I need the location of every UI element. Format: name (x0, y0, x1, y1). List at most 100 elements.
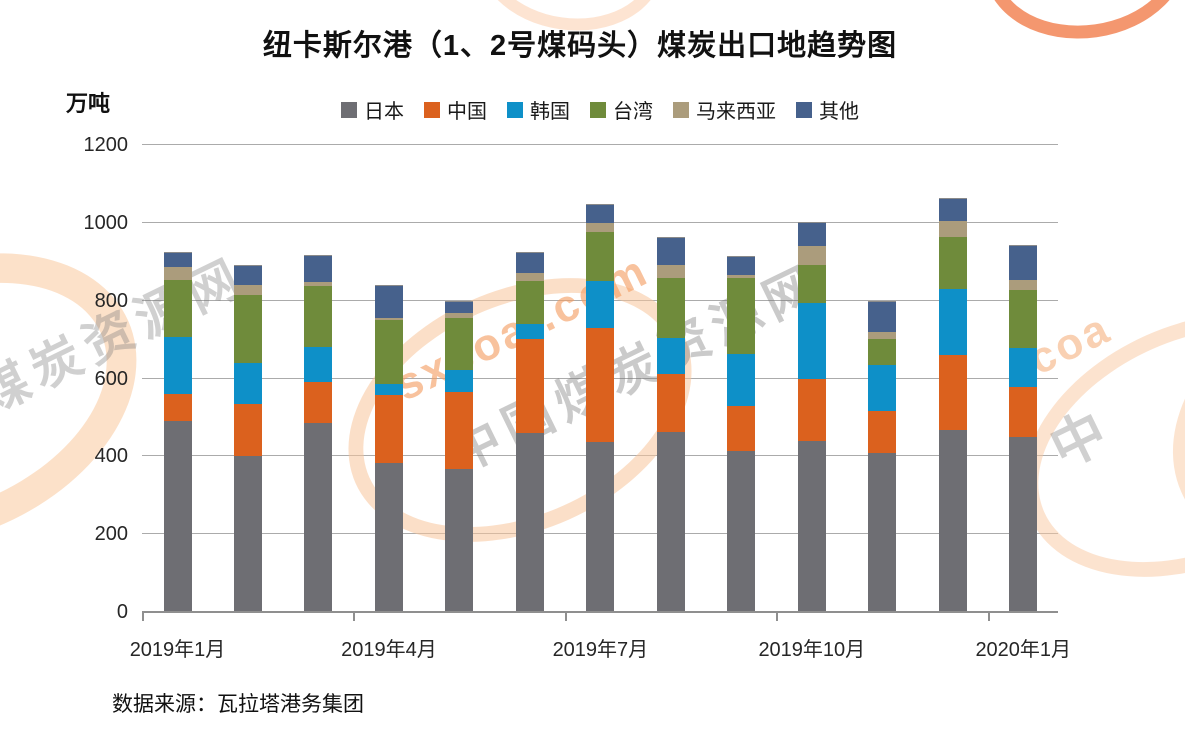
y-tick-label: 800 (94, 289, 128, 312)
gridline (142, 144, 1058, 145)
bar-segment-马来西亚 (656, 264, 685, 279)
bar-2019年11月 (868, 302, 897, 611)
bar-segment-中国 (586, 327, 615, 442)
bar-segment-日本 (727, 450, 756, 611)
bar-segment-韩国 (374, 383, 403, 395)
bar-segment-马来西亚 (797, 245, 826, 266)
bar-segment-其他 (656, 238, 685, 265)
plot-area (142, 144, 1058, 621)
bar-segment-韩国 (586, 280, 615, 328)
bar-2020年1月 (1009, 246, 1038, 611)
bar-2019年12月 (938, 199, 967, 612)
bar-segment-日本 (515, 433, 544, 611)
bar-segment-中国 (727, 405, 756, 451)
legend-label: 马来西亚 (696, 101, 776, 123)
bar-segment-马来西亚 (515, 272, 544, 281)
bar-segment-马来西亚 (1009, 279, 1038, 290)
y-tick-label: 600 (94, 367, 128, 390)
legend-label: 台湾 (613, 101, 653, 123)
bar-segment-其他 (868, 302, 897, 332)
bar-segment-马来西亚 (163, 267, 192, 280)
bar-segment-日本 (233, 455, 262, 611)
y-tick-label: 0 (116, 601, 128, 623)
bar-segment-韩国 (515, 323, 544, 339)
y-tick-label: 1000 (83, 211, 129, 234)
watermark-swoosh-far-right (1126, 214, 1185, 616)
bar-segment-台湾 (797, 265, 826, 303)
bar-segment-其他 (233, 266, 262, 286)
bar-segment-中国 (656, 373, 685, 433)
bar-2019年9月 (727, 257, 756, 611)
bar-segment-其他 (938, 199, 967, 222)
bar-2019年5月 (445, 302, 474, 611)
bar-segment-中国 (445, 392, 474, 469)
bar-segment-日本 (374, 462, 403, 611)
bar-segment-日本 (304, 422, 333, 611)
bar-segment-韩国 (727, 353, 756, 406)
legend-swatch-icon (673, 101, 689, 118)
bar-segment-中国 (797, 378, 826, 441)
x-tick-label: 2019年4月 (341, 639, 437, 661)
bar-segment-台湾 (374, 319, 403, 384)
bar-segment-其他 (445, 302, 474, 313)
bar-segment-其他 (797, 223, 826, 246)
bar-segment-韩国 (797, 302, 826, 379)
bar-segment-马来西亚 (938, 221, 967, 237)
bar-segment-台湾 (233, 294, 262, 363)
legend-item: 台湾 (590, 95, 653, 124)
bar-segment-中国 (304, 382, 333, 423)
x-tick-label: 2019年10月 (758, 639, 866, 661)
bar-segment-其他 (727, 257, 756, 276)
legend-swatch-icon (341, 101, 357, 118)
bar-segment-马来西亚 (727, 275, 756, 279)
bar-segment-韩国 (1009, 348, 1038, 388)
bar-2019年7月 (586, 205, 615, 612)
legend: 日本 中国 韩国 台湾 马来西亚 其他 (142, 95, 1058, 124)
bar-segment-日本 (797, 440, 826, 611)
bar-segment-马来西亚 (374, 318, 403, 320)
bar-segment-台湾 (304, 285, 333, 347)
bar-segment-中国 (1009, 387, 1038, 437)
bar-segment-韩国 (163, 337, 192, 395)
bar-segment-马来西亚 (304, 282, 333, 286)
source-note: 数据来源：瓦拉塔港务集团 (112, 693, 364, 716)
y-tick-label: 200 (94, 523, 128, 546)
x-axis-tick (776, 612, 778, 621)
bar-segment-台湾 (445, 317, 474, 370)
y-tick-label: 400 (94, 445, 128, 468)
bar-segment-其他 (515, 253, 544, 273)
legend-label: 中国 (447, 101, 487, 123)
bar-segment-台湾 (586, 231, 615, 281)
bar-segment-韩国 (445, 369, 474, 393)
y-axis-unit-label: 万吨 (66, 91, 111, 116)
bar-segment-马来西亚 (445, 312, 474, 318)
x-tick-label: 2020年1月 (975, 639, 1072, 661)
bar-segment-日本 (1009, 436, 1038, 611)
bar-segment-台湾 (656, 278, 685, 339)
bar-segment-韩国 (868, 365, 897, 411)
bar-2019年10月 (797, 223, 826, 611)
bar-segment-日本 (586, 441, 615, 612)
legend-swatch-icon (796, 101, 812, 118)
bar-segment-日本 (656, 432, 685, 611)
bar-segment-中国 (374, 394, 403, 463)
bar-segment-中国 (233, 403, 262, 456)
bar-segment-台湾 (1009, 289, 1038, 349)
y-tick-label: 1200 (83, 134, 129, 156)
bar-2019年1月 (163, 253, 192, 611)
x-axis-tick (353, 612, 355, 621)
bar-segment-韩国 (938, 289, 967, 355)
bar-segment-台湾 (938, 236, 967, 290)
legend-swatch-icon (424, 101, 440, 118)
bar-segment-韩国 (304, 346, 333, 383)
legend-item: 韩国 (507, 95, 570, 124)
x-axis-line (142, 611, 1058, 613)
bar-segment-日本 (445, 468, 474, 611)
legend-item: 其他 (796, 95, 859, 124)
bar-segment-台湾 (515, 280, 544, 324)
bar-segment-日本 (163, 420, 192, 611)
bar-segment-中国 (515, 338, 544, 434)
bar-segment-其他 (586, 205, 615, 224)
bar-segment-日本 (868, 452, 897, 611)
